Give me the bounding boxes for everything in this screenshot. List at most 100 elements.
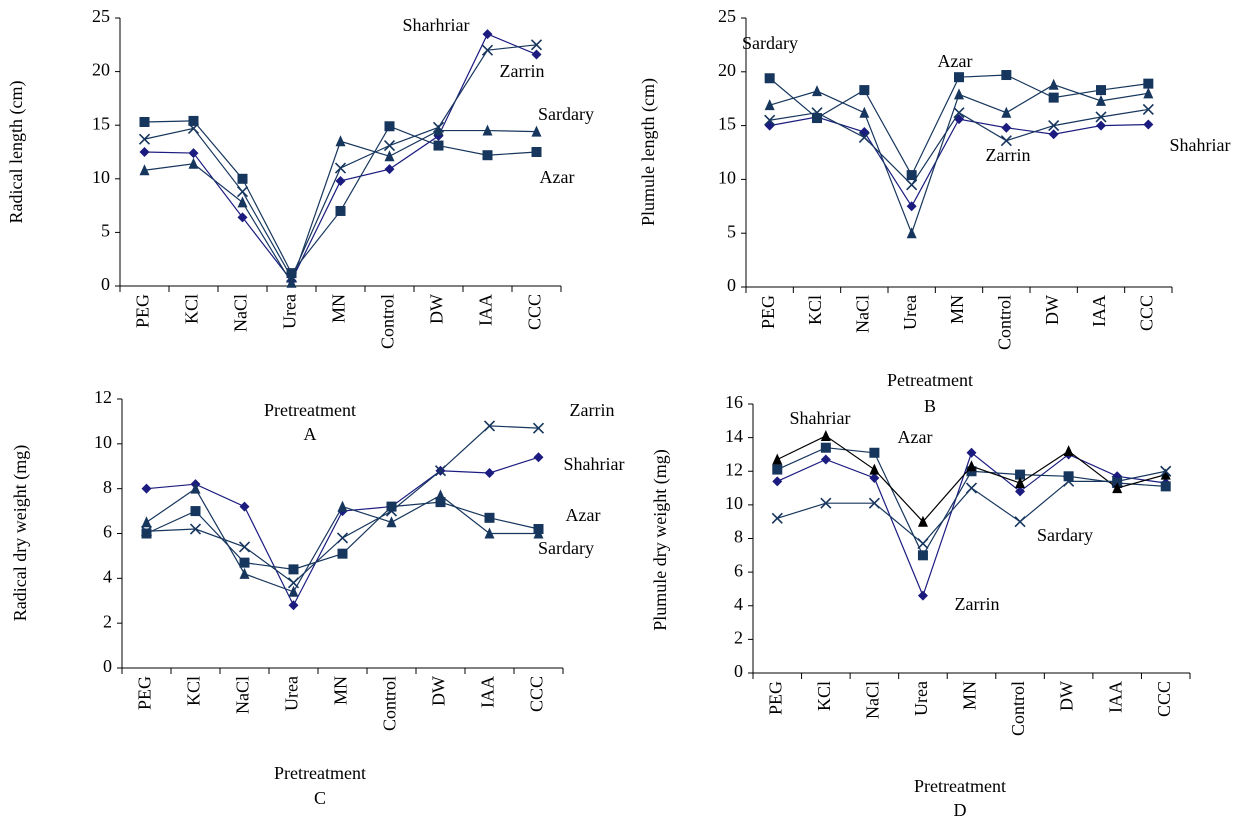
series-label: Shahriar [1170, 135, 1231, 155]
y-tick-label: 8 [103, 477, 112, 497]
marker [1160, 468, 1171, 480]
marker [285, 271, 298, 283]
series-label: Zarrin [955, 594, 1000, 614]
marker [917, 515, 928, 527]
marker [532, 422, 545, 434]
marker [237, 173, 248, 184]
marker [434, 465, 447, 477]
marker [906, 201, 917, 212]
marker [334, 162, 347, 174]
marker [237, 212, 248, 223]
x-tick-label: NaCl [231, 294, 251, 332]
x-tick-label: NaCl [852, 295, 872, 333]
series-label: Azar [938, 51, 973, 71]
marker [433, 140, 444, 151]
x-tick-label: NaCl [863, 681, 883, 719]
marker [1063, 475, 1075, 487]
marker [764, 99, 775, 111]
y-tick-label: 25 [718, 6, 736, 26]
x-tick-label: CCC [525, 294, 545, 330]
marker [384, 164, 395, 175]
y-tick-label: 0 [103, 656, 112, 676]
marker [1112, 482, 1123, 494]
marker [482, 29, 493, 40]
marker [435, 489, 446, 501]
x-tick-label: Urea [911, 681, 931, 716]
marker [432, 121, 445, 133]
x-tick-label: Urea [282, 676, 302, 711]
panel-label: B [924, 396, 936, 416]
x-tick-label: MN [960, 681, 980, 710]
marker [965, 482, 978, 494]
x-axis-title: Pretreatment [264, 400, 356, 420]
marker [138, 133, 151, 145]
x-tick-label: DW [1057, 681, 1077, 711]
marker [533, 527, 544, 539]
marker [531, 147, 542, 157]
marker [335, 205, 346, 216]
marker [337, 500, 348, 512]
marker [288, 585, 299, 597]
series-label: Azar [540, 167, 575, 187]
marker [482, 124, 493, 136]
marker [141, 483, 152, 494]
marker [435, 497, 446, 508]
marker [1048, 120, 1060, 132]
y-tick-label: 0 [101, 274, 110, 294]
marker [906, 227, 917, 239]
marker [188, 115, 199, 126]
marker [336, 532, 349, 544]
x-tick-label: CCC [1136, 295, 1156, 331]
x-tick-label: PEG [133, 294, 153, 328]
y-tick-label: 6 [103, 522, 112, 542]
y-tick-label: 0 [734, 661, 743, 681]
marker [1096, 85, 1106, 96]
marker [188, 157, 199, 169]
x-tick-label: Control [1008, 681, 1028, 736]
marker [237, 196, 248, 208]
x-tick-label: KCl [184, 676, 204, 706]
y-tick-label: 0 [727, 275, 736, 295]
marker [188, 148, 199, 159]
x-tick-label: IAA [1105, 681, 1125, 713]
marker [484, 527, 495, 539]
marker [384, 121, 395, 132]
x-tick-label: CCC [1154, 681, 1174, 717]
series-label: Sardary [742, 33, 798, 53]
marker [187, 122, 200, 134]
marker [868, 497, 880, 509]
marker [482, 150, 493, 161]
x-tick-label: DW [427, 294, 447, 324]
series-line [146, 456, 539, 607]
x-tick-label: CCC [527, 676, 547, 712]
marker [1014, 516, 1026, 528]
marker [812, 85, 822, 97]
x-tick-label: Control [994, 295, 1014, 350]
x-tick-label: DW [429, 676, 449, 706]
marker [966, 466, 977, 477]
marker [906, 170, 917, 181]
series-label: Sardary [538, 538, 594, 558]
marker [1000, 135, 1012, 147]
y-tick-label: 5 [101, 221, 110, 241]
marker [1160, 481, 1171, 492]
marker [917, 590, 928, 601]
marker [858, 131, 870, 144]
marker [190, 506, 201, 517]
marker [1142, 103, 1154, 116]
marker [386, 501, 397, 512]
marker [1063, 445, 1074, 457]
y-tick-label: 2 [103, 611, 112, 631]
series-label: Sharhriar [403, 15, 470, 35]
marker [764, 114, 776, 126]
marker [859, 85, 870, 96]
y-tick-label: 2 [734, 628, 743, 648]
x-tick-label: MN [331, 676, 351, 705]
marker [385, 505, 398, 517]
y-tick-label: 16 [725, 392, 743, 412]
marker [386, 516, 397, 528]
series-label: Zarrin [570, 400, 615, 420]
marker [1111, 475, 1123, 487]
x-tick-label: IAA [476, 294, 496, 326]
marker [764, 120, 775, 131]
